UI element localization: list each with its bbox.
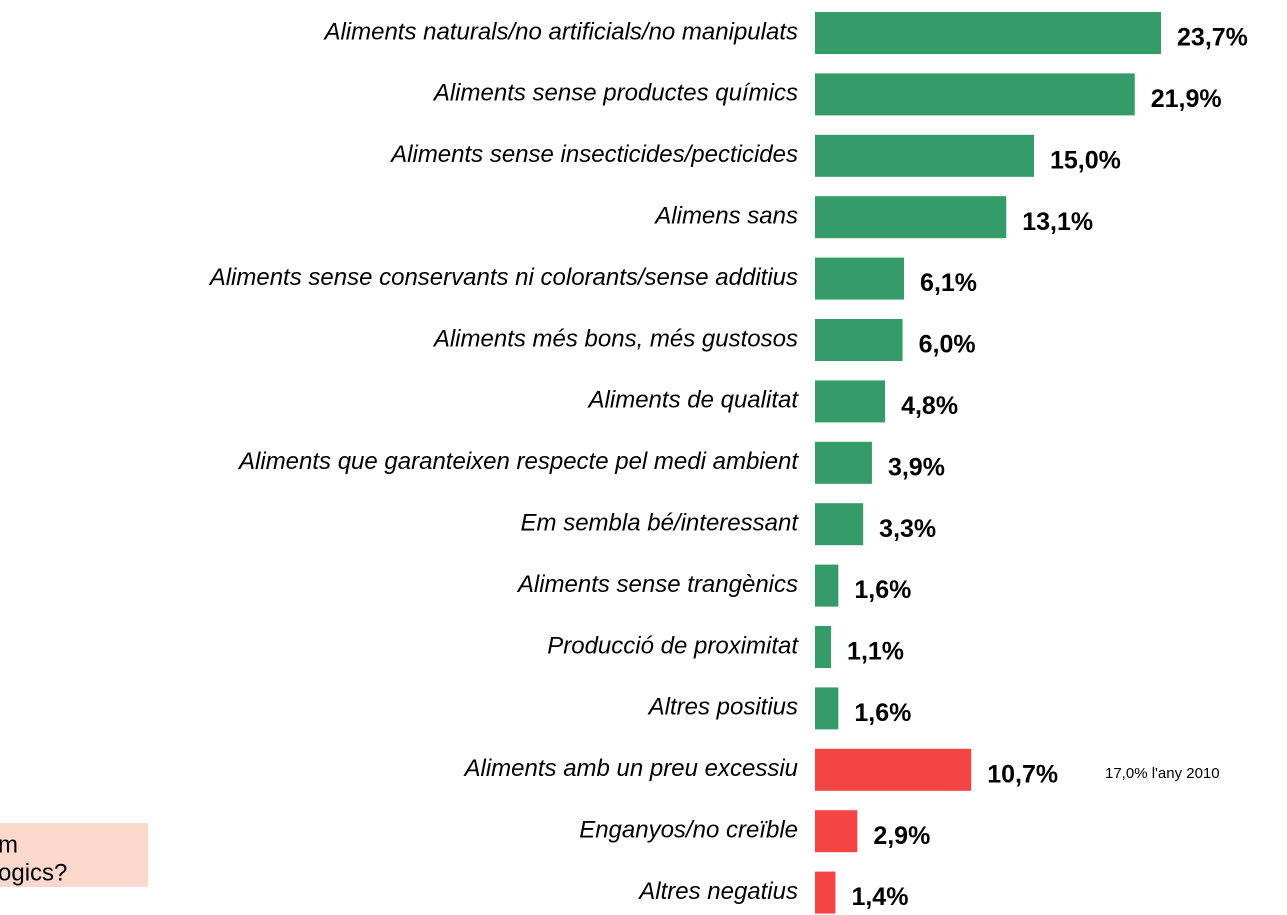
value-label: 1,4% [851,883,908,911]
bar [815,73,1135,116]
bar [815,871,836,914]
category-label: Aliments de qualitat [587,387,800,414]
value-label: 23,7% [1177,24,1248,52]
bar [815,12,1162,54]
value-label: 10,7% [987,760,1058,788]
category-label: Aliments més bons, més gustosos [432,325,798,352]
category-label: Aliments sense conservants ni colorants/… [208,264,798,291]
bar [815,503,864,546]
value-label: 3,3% [879,515,936,543]
annotation: 17,0% l'any 2010 [1105,765,1220,782]
bar [815,196,1007,239]
value-label: 3,9% [888,453,945,481]
category-label: Aliments sense productes químics [432,80,798,107]
value-label: 6,0% [919,331,976,359]
category-label: Altres negatius [637,878,798,905]
bar [815,319,903,361]
category-label: Aliments naturals/no artificials/no mani… [322,18,798,45]
bar [815,810,858,853]
category-label: Aliments amb un preu excessiu [463,755,799,782]
category-label: Aliments sense insecticides/pecticides [389,141,798,168]
bar [815,380,886,423]
bar [815,748,972,791]
category-label: Enganyos/no creïble [579,817,798,844]
bar [815,257,905,300]
bar [815,626,832,668]
bar [815,134,1034,177]
side-box-text: m [0,831,18,858]
category-label: Producció de proximitat [547,632,799,659]
bar [815,564,839,607]
side-box-text: ogics? [0,859,67,886]
category-label: Aliments sense trangènics [516,571,798,598]
value-label: 1,6% [854,699,911,727]
category-label: Em sembla bé/interessant [521,510,800,537]
value-label: 4,8% [901,392,958,420]
value-label: 21,9% [1151,85,1222,113]
value-label: 1,1% [847,638,904,666]
category-label: Altres positius [647,694,798,721]
value-label: 13,1% [1022,208,1093,236]
category-label: Alimens sans [653,203,798,230]
value-label: 2,9% [873,822,930,850]
value-label: 6,1% [920,269,977,297]
value-label: 1,6% [854,576,911,604]
bar [815,687,839,730]
category-label: Aliments que garanteixen respecte pel me… [237,448,799,475]
side-box [0,823,148,887]
bar [815,441,872,484]
value-label: 15,0% [1050,146,1121,174]
